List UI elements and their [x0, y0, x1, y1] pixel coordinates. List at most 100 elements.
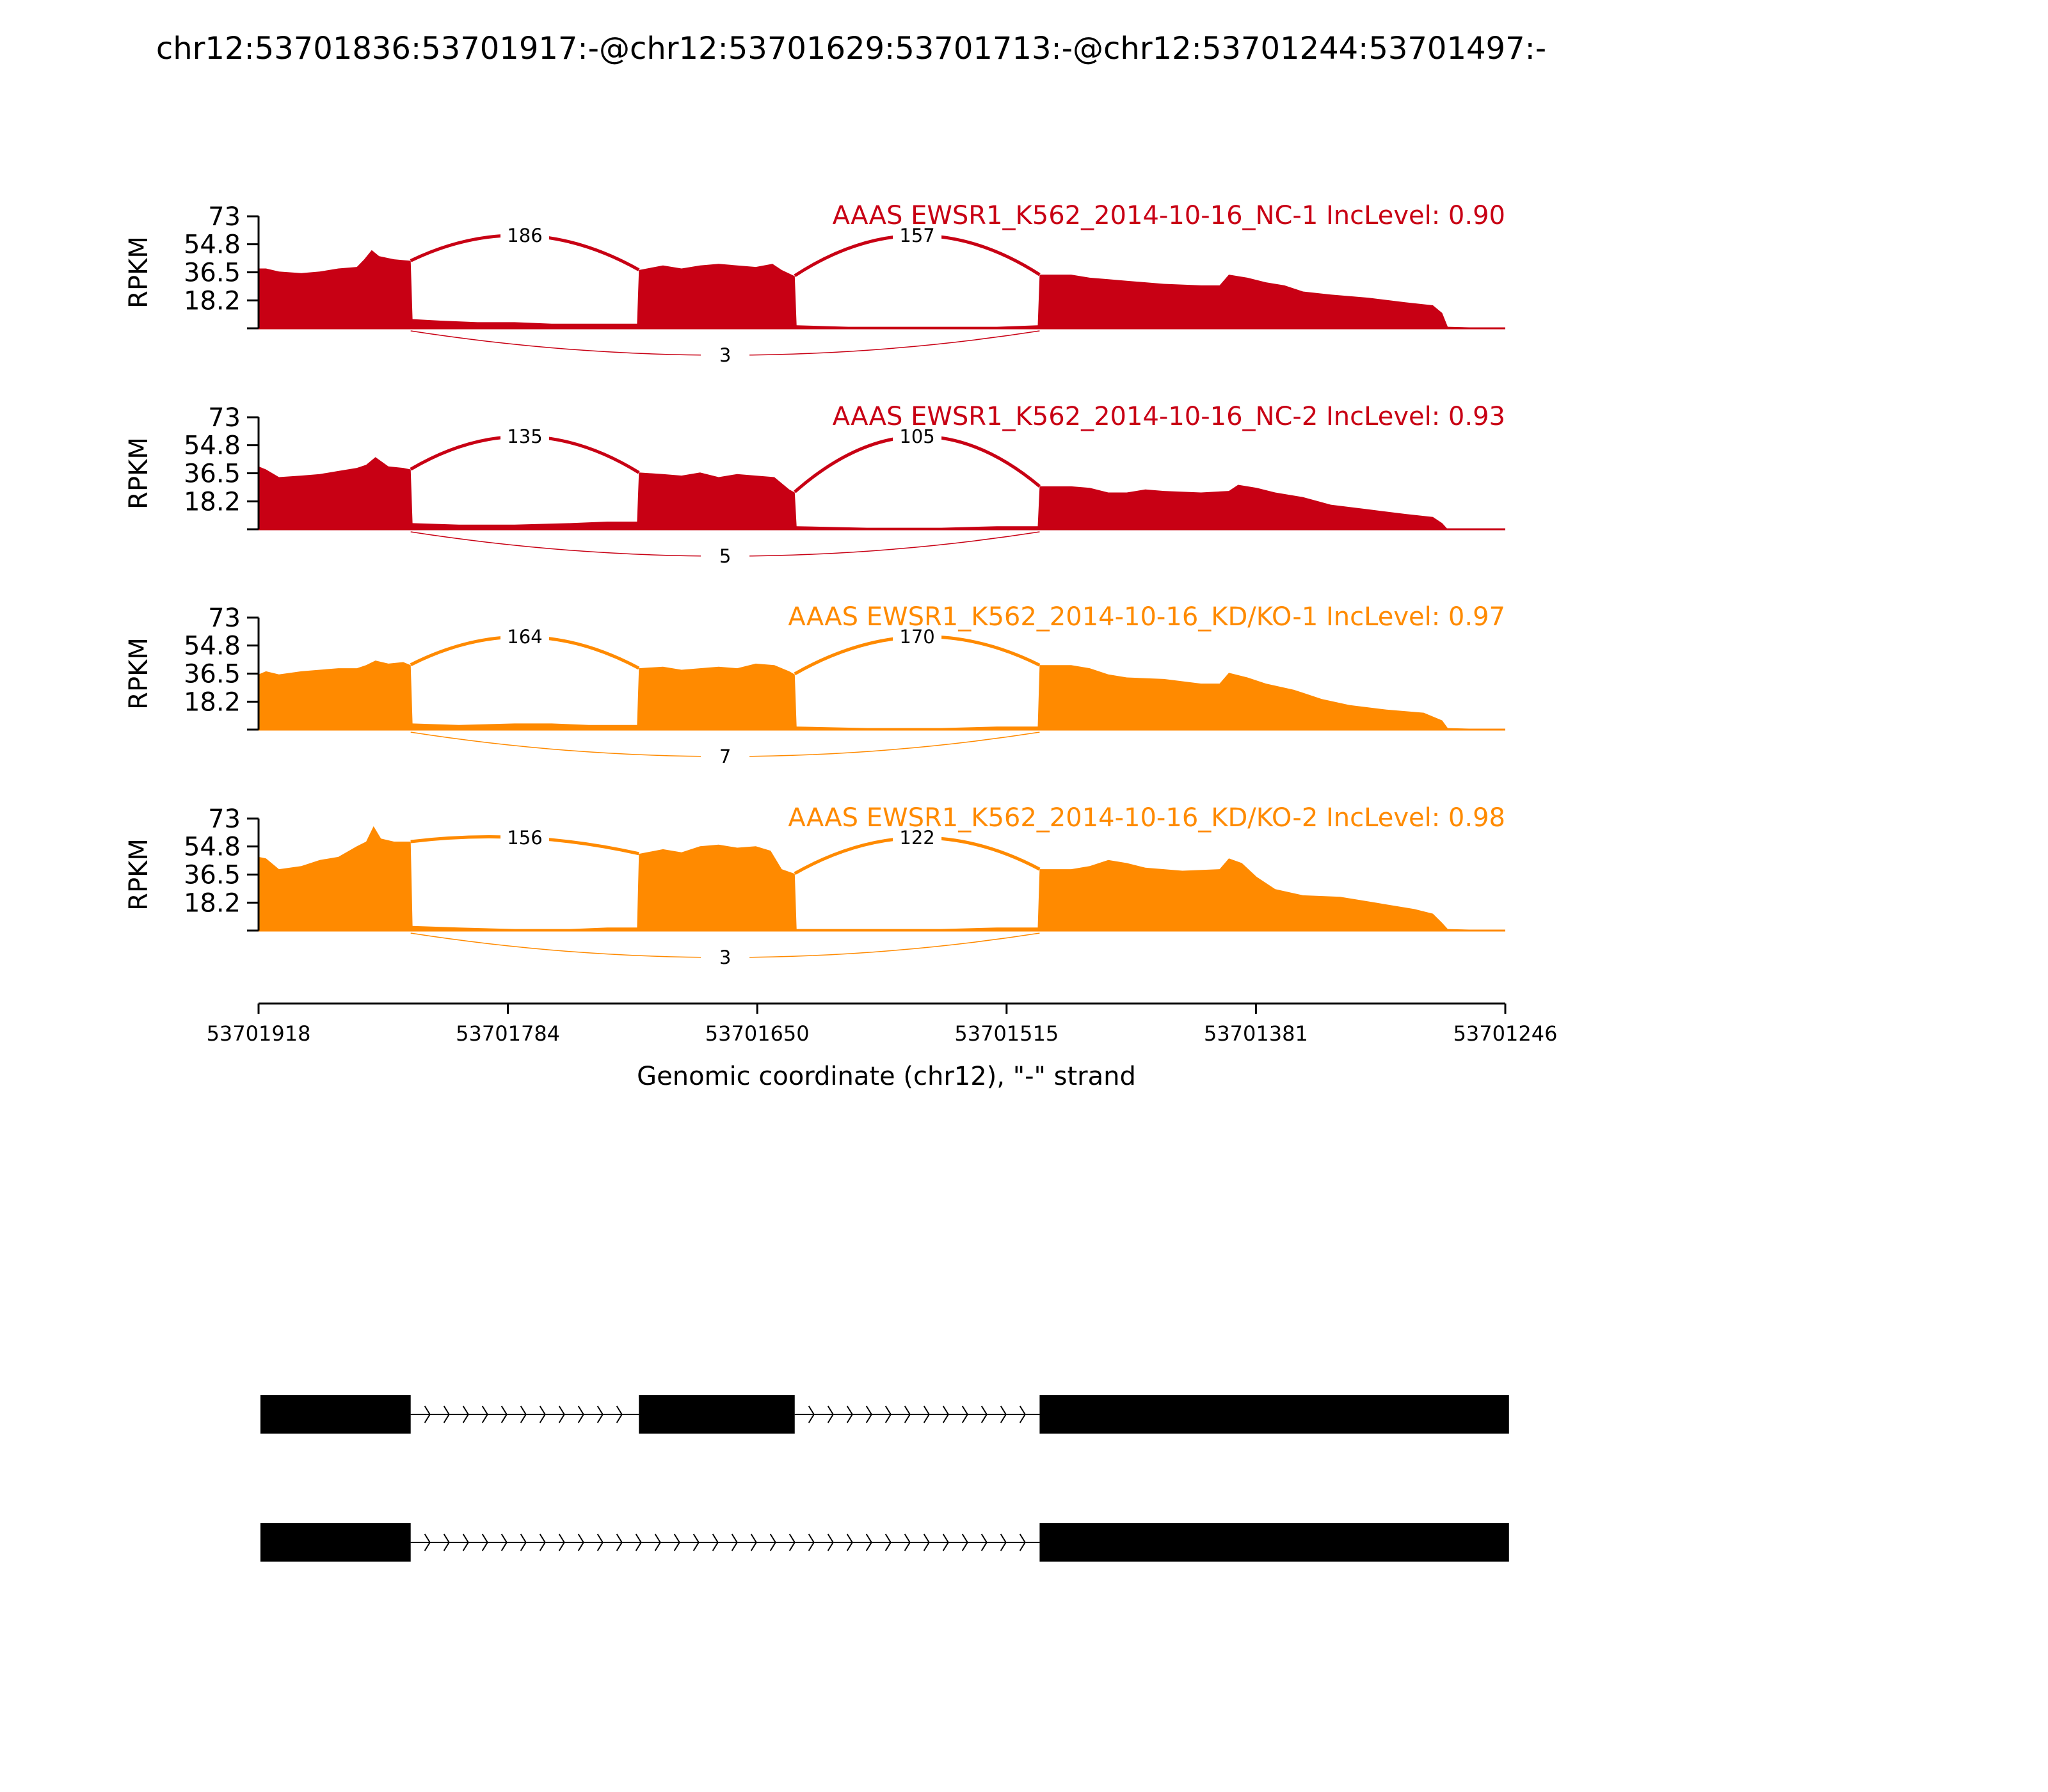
- junction-label-bg: [893, 830, 942, 851]
- exon-block: [260, 1523, 411, 1562]
- y-axis-label: RPKM: [124, 437, 154, 509]
- strand-arrow: [904, 1405, 911, 1423]
- strand-arrow: [520, 1405, 527, 1423]
- strand-arrow: [904, 1533, 911, 1551]
- strand-arrow: [865, 1533, 872, 1551]
- sample-title: AAAS EWSR1_K562_2014-10-16_NC-2 IncLevel…: [833, 402, 1505, 431]
- junction-count: 3: [719, 947, 731, 968]
- exon-block: [639, 1395, 795, 1434]
- strand-arrow: [424, 1533, 431, 1551]
- junction-count: 122: [899, 827, 934, 849]
- junction-label-bg: [893, 228, 942, 248]
- y-tick-label: 36.5: [184, 259, 241, 288]
- strand-arrow: [635, 1533, 642, 1551]
- sample-title: AAAS EWSR1_K562_2014-10-16_KD/KO-2 IncLe…: [788, 803, 1505, 833]
- figure-title: chr12:53701836:53701917:-@chr12:53701629…: [156, 31, 1546, 67]
- strand-arrow: [462, 1533, 469, 1551]
- strand-arrow: [673, 1533, 680, 1551]
- strand-arrow: [884, 1405, 892, 1423]
- x-tick-label: 53701246: [1453, 1021, 1558, 1046]
- strand-arrow: [808, 1533, 815, 1551]
- x-axis: 53701918 53701784 53701650 53701515 53701381…: [207, 1002, 1558, 1046]
- junction-label-bg: [500, 429, 549, 449]
- y-axis-label: RPKM: [124, 637, 154, 710]
- strand-arrow: [865, 1405, 872, 1423]
- y-tick-label: 36.5: [184, 660, 241, 689]
- strand-arrow: [788, 1533, 796, 1551]
- junction-label-bg: [893, 629, 942, 650]
- strand-arrow: [846, 1405, 853, 1423]
- strand-arrow: [558, 1405, 565, 1423]
- strand-arrow: [846, 1533, 853, 1551]
- strand-arrow: [961, 1405, 968, 1423]
- junction-label-bg: [701, 348, 750, 368]
- strand-arrow: [577, 1533, 584, 1551]
- strand-arrow: [539, 1533, 546, 1551]
- junction-count: 7: [719, 746, 731, 767]
- strand-arrow: [481, 1405, 488, 1423]
- strand-arrow: [616, 1533, 623, 1551]
- exon-block: [260, 1395, 411, 1434]
- gene-model: [260, 1395, 1509, 1562]
- y-tick-label: 73: [208, 604, 241, 633]
- junction-count: 186: [507, 225, 542, 246]
- y-tick-label: 54.8: [184, 833, 241, 862]
- isoform: [260, 1523, 1509, 1562]
- junction-count: 3: [719, 344, 731, 366]
- y-tick-label: 73: [208, 202, 241, 232]
- sample-title: AAAS EWSR1_K562_2014-10-16_KD/KO-1 IncLe…: [788, 602, 1505, 632]
- y-tick-label: 18.2: [184, 687, 241, 717]
- strand-arrow: [616, 1405, 623, 1423]
- strand-arrow: [577, 1405, 584, 1423]
- strand-arrow: [923, 1405, 930, 1423]
- isoform: [260, 1395, 1509, 1434]
- junction-label-bg: [701, 749, 750, 769]
- coverage-area: [259, 660, 1505, 730]
- strand-arrow: [443, 1533, 450, 1551]
- strand-arrow: [1000, 1405, 1007, 1423]
- y-tick-label: 18.2: [184, 888, 241, 918]
- strand-arrow: [1019, 1405, 1026, 1423]
- junction-count: 5: [719, 545, 731, 567]
- y-tick-label: 73: [208, 804, 241, 834]
- y-tick-label: 54.8: [184, 632, 241, 661]
- y-tick-label: 18.2: [184, 487, 241, 516]
- strand-arrow: [692, 1533, 700, 1551]
- strand-arrow: [443, 1405, 450, 1423]
- exon-block: [1039, 1395, 1509, 1434]
- x-axis-label: Genomic coordinate (chr12), "-" strand: [637, 1062, 1136, 1091]
- junction-label-bg: [500, 228, 549, 248]
- x-tick-label: 53701515: [954, 1021, 1059, 1046]
- strand-arrow: [923, 1533, 930, 1551]
- strand-arrow: [1019, 1533, 1026, 1551]
- strand-arrow: [750, 1533, 757, 1551]
- strand-arrow: [539, 1405, 546, 1423]
- junction-count: 105: [899, 426, 934, 447]
- strand-arrow: [980, 1405, 988, 1423]
- strand-arrow: [462, 1405, 469, 1423]
- strand-arrow: [808, 1405, 815, 1423]
- y-tick-label: 73: [208, 403, 241, 433]
- x-tick-label: 53701650: [705, 1021, 810, 1046]
- y-tick-label: 36.5: [184, 861, 241, 890]
- junction-label-bg: [500, 629, 549, 650]
- junction-label-bg: [500, 830, 549, 851]
- junction-count: 157: [899, 225, 934, 246]
- junction-count: 156: [507, 827, 542, 849]
- strand-arrow: [827, 1405, 834, 1423]
- strand-arrow: [520, 1533, 527, 1551]
- y-axis-label: RPKM: [124, 838, 154, 911]
- strand-arrow: [731, 1533, 738, 1551]
- junction-count: 135: [507, 426, 542, 447]
- y-tick-label: 54.8: [184, 431, 241, 461]
- strand-arrow: [654, 1533, 661, 1551]
- sample-title: AAAS EWSR1_K562_2014-10-16_NC-1 IncLevel…: [833, 201, 1505, 230]
- strand-arrow: [884, 1533, 892, 1551]
- junction-label-bg: [701, 950, 750, 970]
- strand-arrow: [942, 1533, 949, 1551]
